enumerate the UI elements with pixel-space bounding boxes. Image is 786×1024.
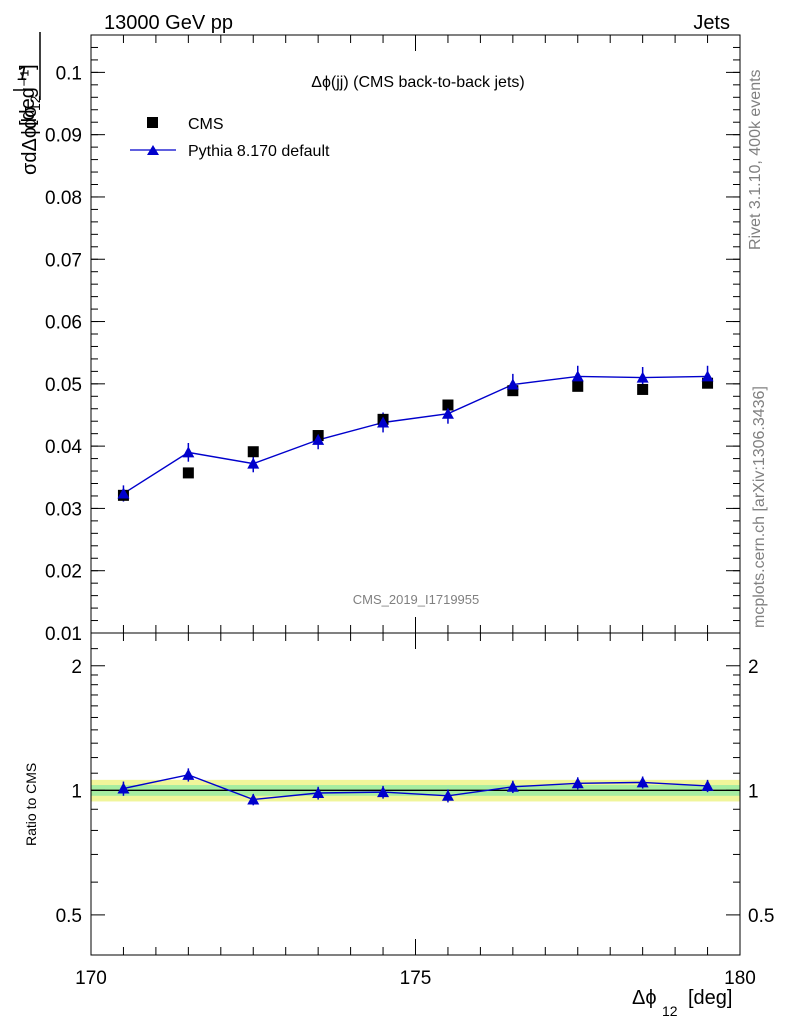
pythia-data-point: [571, 370, 584, 382]
pythia-data-point: [506, 378, 519, 390]
main-y-tick-label: 0.01: [45, 624, 82, 645]
main-y-tick-label: 0.05: [45, 375, 82, 396]
y-label-one: 1: [17, 63, 28, 85]
pythia-data-point: [312, 433, 325, 445]
pythia-data-point: [701, 370, 714, 382]
main-y-tick-label: 0.04: [45, 437, 82, 458]
main-y-tick-label: 0.02: [45, 562, 82, 583]
legend-pythia-label: Pythia 8.170 default: [188, 143, 330, 160]
main-panel: 0.010.020.030.040.050.060.070.080.090.1 …: [13, 32, 741, 645]
ratio-data-point: [571, 777, 584, 789]
y-label-units: [deg⁻¹]: [17, 64, 39, 126]
ratio-y-tick-label-right: 1: [748, 781, 759, 802]
cms-data-point: [507, 385, 519, 397]
y-label-dsigma: dσ: [19, 105, 41, 129]
ratio-frame: [90, 632, 741, 956]
pythia-data-point: [377, 416, 390, 428]
ratio-data-point: [377, 786, 390, 798]
legend-pythia-marker: [147, 145, 159, 155]
pythia-data-point: [117, 487, 130, 499]
legend: CMS Pythia 8.170 default: [130, 116, 330, 160]
y-label-sigma-dphi: σdΔϕ: [19, 127, 41, 175]
ratio-y-tick-label: 2: [71, 657, 82, 678]
x-axis-label: Δϕ 12 [deg]: [632, 987, 732, 1019]
cms-data-point: [182, 467, 194, 479]
main-y-axis-label: 1 dσ σdΔϕ 12 [deg⁻¹]: [13, 32, 43, 175]
ratio-y-tick-label: 1: [71, 781, 82, 802]
analysis-watermark: CMS_2019_I1719955: [353, 592, 480, 607]
main-y-tick-label: 0.08: [45, 188, 82, 209]
ratio-data-point: [182, 768, 195, 780]
cms-data-point: [572, 380, 584, 392]
ratio-x-tick-label: 180: [724, 968, 756, 989]
cms-data-point: [442, 399, 454, 411]
rivet-info-label: Rivet 3.1.10, 400k events: [747, 69, 764, 250]
x-label-units: [deg]: [688, 987, 732, 1009]
ratio-data-point: [117, 782, 130, 794]
ratio-series-line: [123, 774, 708, 801]
ratio-x-tick-label: 175: [400, 968, 432, 989]
ratio-y-tick-label: 0.5: [56, 906, 82, 927]
x-label-dphi: Δϕ: [632, 987, 657, 1009]
pythia-data-point: [441, 407, 454, 419]
mcplots-info-label: mcplots.cern.ch [arXiv:1306.3436]: [751, 386, 768, 628]
ratio-data-point: [506, 780, 519, 792]
ratio-data-point: [247, 793, 260, 805]
legend-cms-label: CMS: [188, 116, 224, 133]
y-label-sub12: 12: [27, 95, 43, 111]
x-label-sub12: 12: [662, 1003, 678, 1019]
main-y-tick-label: 0.07: [45, 250, 82, 271]
main-y-tick-label: 0.1: [56, 63, 82, 84]
pythia-data-point: [182, 446, 195, 458]
main-y-tick-label: 0.06: [45, 313, 82, 334]
ratio-data-point: [701, 779, 714, 791]
legend-cms-marker: [147, 117, 158, 128]
main-y-tick-label: 0.09: [45, 126, 82, 147]
ratio-data-point: [441, 789, 454, 801]
header-process-label: Jets: [693, 12, 730, 34]
ratio-data-point: [636, 776, 649, 788]
cms-data-point: [637, 383, 649, 395]
main-title: Δϕ(jj) (CMS back-to-back jets): [311, 74, 524, 91]
header-energy-label: 13000 GeV pp: [104, 12, 233, 34]
main-y-tick-label: 0.03: [45, 499, 82, 520]
cms-data-point: [702, 377, 714, 389]
pythia-series-line: [123, 375, 708, 495]
cms-data-point: [247, 446, 259, 458]
ratio-x-tick-label: 170: [75, 968, 107, 989]
pythia-data-point: [247, 457, 260, 469]
ratio-y-axis-label: Ratio to CMS: [23, 763, 39, 846]
ratio-y-tick-label-right: 0.5: [748, 906, 774, 927]
ratio-data-point: [312, 787, 325, 799]
ratio-y-tick-label-right: 2: [748, 657, 759, 678]
pythia-data-point: [636, 371, 649, 383]
